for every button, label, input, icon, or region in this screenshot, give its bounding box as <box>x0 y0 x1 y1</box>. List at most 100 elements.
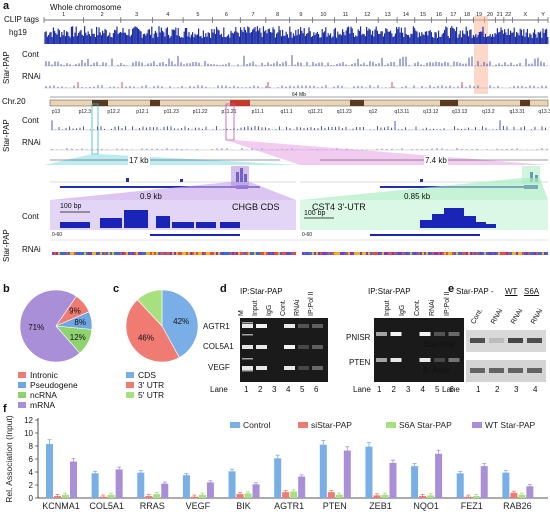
cst4-peak <box>444 208 464 228</box>
rnai-read <box>80 252 82 255</box>
rnai-read <box>208 252 210 255</box>
rnai-read <box>252 252 254 255</box>
d-lane-num-right: 1 <box>377 385 382 394</box>
rnai-read <box>154 252 156 255</box>
c-legend-swatch <box>126 382 134 388</box>
chgb-peak <box>156 216 170 228</box>
rnai-read <box>400 252 402 255</box>
gel-band <box>312 366 323 370</box>
scale-09kb: 0.9 kb <box>140 192 162 201</box>
chr-label-16: 16 <box>436 12 442 18</box>
range-right: 0-60 <box>302 232 313 238</box>
f-bar-agtr1-1 <box>282 492 290 498</box>
rnai-read <box>268 252 270 255</box>
rnai-read <box>310 252 312 255</box>
rnai-read <box>422 252 424 255</box>
rnai-read <box>510 252 512 255</box>
d-lane-num-left: 4 <box>286 385 291 394</box>
rnai-read <box>522 252 524 255</box>
f-legend-0: Control <box>243 420 271 430</box>
zoom-funnel-cyan <box>44 154 300 165</box>
rnai-read <box>326 252 328 255</box>
f-legend-swatch <box>298 422 308 428</box>
gel-band <box>390 358 402 362</box>
rnai-read <box>528 252 530 255</box>
rnai-read <box>516 252 518 255</box>
f-legend-swatch <box>230 422 240 428</box>
e-title: Star-PAP - <box>456 287 494 296</box>
rnai-read <box>364 252 366 255</box>
rnai-read <box>378 252 380 255</box>
rnai-read <box>194 252 196 255</box>
gel-band <box>298 345 309 349</box>
band-p11.1: p11.1 <box>252 109 264 115</box>
f-ytick-label: 12 <box>24 416 33 425</box>
gene-model <box>60 186 260 188</box>
rnai-read <box>68 252 70 255</box>
d-lane-label-right: Lane <box>353 385 371 394</box>
rnai-read <box>164 252 166 255</box>
rnai-read <box>282 252 284 255</box>
rnai-read <box>384 252 386 255</box>
rnai-read <box>222 252 224 255</box>
chr-label-15: 15 <box>420 12 426 18</box>
d-lane-header-right: Input <box>384 300 391 316</box>
rnai-read <box>388 252 390 255</box>
whole-chromosome-title: Whole chromosome <box>50 3 122 12</box>
gel-band <box>376 332 387 336</box>
f-bar-bik-0 <box>228 471 236 498</box>
rnai-read <box>90 252 92 255</box>
band-q13.12: q13.12 <box>423 109 439 115</box>
f-bar-pten-1 <box>327 492 335 498</box>
rnai-read <box>460 252 462 255</box>
rnai-read <box>332 252 334 255</box>
rnai-read <box>56 252 58 255</box>
cst4-peak <box>420 220 432 228</box>
c-legend-item: CDS <box>126 370 164 380</box>
rnai-read <box>438 252 440 255</box>
rnai-read <box>308 252 310 255</box>
rnai-read <box>526 252 528 255</box>
f-category-agtr1: AGTR1 <box>274 501 304 511</box>
rnai-read <box>124 252 126 255</box>
rnai-read <box>356 252 358 255</box>
chr20-rnai-label: RNAi <box>22 138 41 147</box>
rnai-read <box>224 252 226 255</box>
rnai-read <box>366 252 368 255</box>
band-p11.23: p11.23 <box>164 109 179 115</box>
rnai-read <box>416 252 418 255</box>
chr-label-3: 3 <box>135 12 138 18</box>
actin-band <box>527 368 542 373</box>
f-bar-kcnma1-3 <box>70 461 77 498</box>
chr-label-1: 1 <box>62 12 65 18</box>
rnai-read <box>404 252 406 255</box>
rnai-read <box>272 252 274 255</box>
d-lane-num-left: 5 <box>300 385 305 394</box>
b-label-0: 9% <box>69 306 81 315</box>
d-lane-header-right: RNAi <box>429 299 436 316</box>
rnai-read <box>128 252 130 255</box>
rnai-read <box>142 252 144 255</box>
gene-vegf: VEGF <box>208 363 230 372</box>
rnai-read <box>294 252 296 255</box>
rnai-read <box>166 252 168 255</box>
ladder-band <box>242 370 253 372</box>
rnai-read <box>238 252 240 255</box>
panel-b-letter: b <box>3 283 10 295</box>
rnai-read <box>100 252 102 255</box>
rnai-read <box>492 252 494 255</box>
rnai-read <box>286 252 288 255</box>
rnai-read <box>114 252 116 255</box>
chgb-cds-label: CHGB CDS <box>232 202 280 212</box>
rnai-read <box>512 252 514 255</box>
whole-rnai-track <box>44 82 548 89</box>
band-p12.3: p12.3 <box>79 109 92 115</box>
band-q11.23: q11.23 <box>337 109 352 115</box>
rnai-read <box>344 252 346 255</box>
rnai-read <box>530 252 532 255</box>
rnai-read <box>426 252 428 255</box>
ladder-band <box>242 346 253 348</box>
f-bar-agtr1-0 <box>274 458 282 498</box>
rnai-read <box>88 252 90 255</box>
rnai-read <box>60 252 62 255</box>
